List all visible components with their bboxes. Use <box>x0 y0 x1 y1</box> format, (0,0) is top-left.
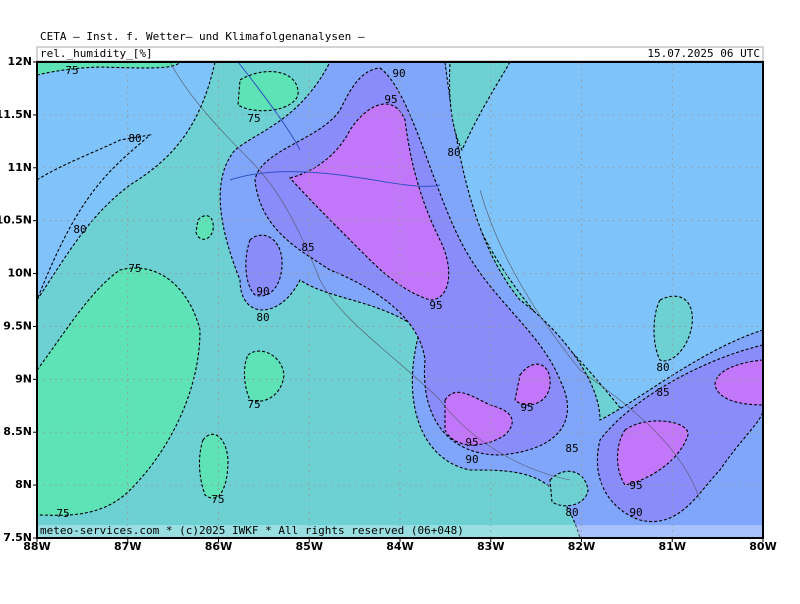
grid <box>37 62 763 538</box>
valid-time: 15.07.2025 06 UTC <box>647 47 760 60</box>
field-95-southeast <box>616 420 689 486</box>
field-95-mid <box>514 363 551 406</box>
contour-label: 95 <box>465 436 478 449</box>
lat-label: 10N <box>7 267 32 280</box>
lon-label: 84W <box>386 540 413 553</box>
field-90-west <box>245 234 283 297</box>
contour-label: 80 <box>656 361 669 374</box>
contour-label: 85 <box>301 241 314 254</box>
borders <box>229 62 441 187</box>
credit: meteo-services.com * (c)2025 IWKF * All … <box>40 524 464 537</box>
contour-label: 95 <box>384 93 397 106</box>
field-95-center <box>444 391 513 446</box>
contour-label: 75 <box>65 64 78 77</box>
contour-label: 80 <box>256 311 269 324</box>
lat-label: 11N <box>7 161 32 174</box>
coastlines <box>169 62 701 501</box>
field-75-80-e <box>653 295 693 362</box>
lat-label: 9.5N <box>3 319 32 332</box>
lon-label: 83W <box>477 540 504 553</box>
contour-label: 90 <box>392 67 405 80</box>
title: CETA — Inst. f. Wetter— und Klimafolgena… <box>40 30 365 43</box>
lat-label: 8N <box>15 478 32 491</box>
contour-label: 85 <box>656 386 669 399</box>
contour-label: 75 <box>247 112 260 125</box>
contour-labels: 75 80 80 75 75 90 95 80 85 90 80 95 75 75 75 95 90 95 85 80… <box>56 64 669 520</box>
contour-label: 75 <box>247 398 260 411</box>
contour-label: 80 <box>128 132 141 145</box>
lon-label: 82W <box>568 540 595 553</box>
contour-label: 90 <box>256 285 269 298</box>
field-below-75-n <box>237 71 299 112</box>
contour-label: 75 <box>56 507 69 520</box>
contour-label: 80 <box>565 506 578 519</box>
lon-label: 86W <box>205 540 232 553</box>
field-75-80-n <box>448 62 511 152</box>
contour-label: 80 <box>447 146 460 159</box>
field-below-75-sw <box>37 267 201 516</box>
contour-label: 95 <box>429 299 442 312</box>
contour-label: 95 <box>520 401 533 414</box>
contour-label: 95 <box>629 479 642 492</box>
field-below-75-small <box>195 215 214 240</box>
contour-label: 90 <box>465 453 478 466</box>
lat-label: 9N <box>15 372 32 385</box>
field-95-north <box>288 103 450 301</box>
lon-label: 87W <box>114 540 141 553</box>
map-area: meteo-services.com * (c)2025 IWKF * All … <box>37 62 763 538</box>
contour-label: 90 <box>629 506 642 519</box>
contour-label: 75 <box>128 262 141 275</box>
field-75-80-se <box>549 470 589 507</box>
field-below-75-s <box>198 433 229 499</box>
lat-label: 10.5N <box>0 214 32 227</box>
lat-label: 8.5N <box>3 425 32 438</box>
lat-label: 7.5N <box>3 531 32 544</box>
lon-label: 85W <box>296 540 323 553</box>
field-95-east <box>714 359 763 406</box>
lon-label: 81W <box>659 540 686 553</box>
lat-label: 11.5N <box>0 108 32 121</box>
contour-label: 85 <box>565 442 578 455</box>
field-80-left <box>37 134 152 301</box>
lon-label: 88W <box>23 540 50 553</box>
field-below-75-nw <box>37 62 181 76</box>
contour-label: 75 <box>211 493 224 506</box>
variable: rel._humidity_[%] <box>40 47 153 60</box>
lat-label: 12N <box>7 55 32 68</box>
lon-label: 80W <box>749 540 776 553</box>
contour-label: 80 <box>73 223 86 236</box>
field-below-75-c <box>243 350 285 402</box>
